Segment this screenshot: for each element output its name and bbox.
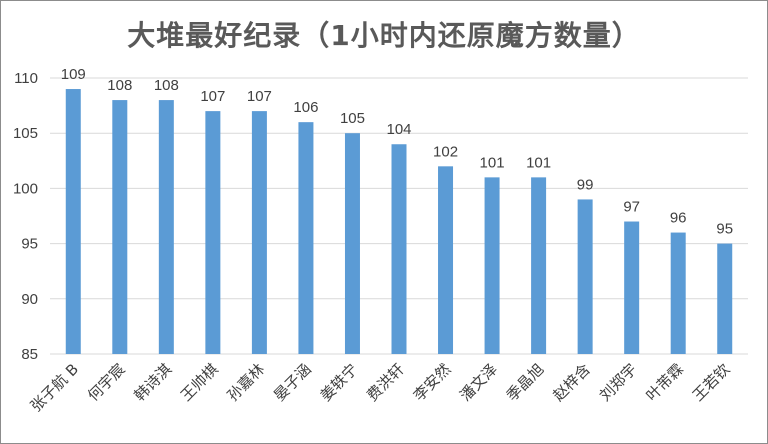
x-tick-label: 王帅棋 [177,360,222,405]
x-tick-label: 韩诗淇 [131,360,176,405]
y-tick-label: 85 [21,346,38,363]
bar [298,122,314,354]
data-label: 108 [154,77,179,94]
bar [112,100,128,354]
y-tick-label: 105 [13,125,38,142]
bar [65,89,81,354]
y-tick-label: 90 [21,291,38,308]
data-label: 96 [670,210,687,227]
bar [670,232,686,354]
y-tick-label: 95 [21,236,38,253]
data-label: 106 [293,99,318,116]
data-label: 105 [340,110,365,127]
x-tick-label: 李安然 [410,360,455,405]
bar [158,100,174,354]
y-tick-label: 110 [14,70,38,87]
x-tick-label: 潘文泽 [456,360,501,405]
data-label: 107 [200,88,225,105]
x-tick-label: 赵梓含 [549,360,594,405]
bar [624,221,640,354]
data-label: 102 [433,143,458,160]
data-label: 95 [716,221,733,238]
data-label: 101 [526,154,551,171]
data-label: 107 [247,88,272,105]
data-label: 109 [61,66,86,83]
bar [717,243,733,354]
x-tick-label: 王若钦 [689,360,734,405]
bar [438,166,454,354]
x-tick-label: 张子航 B [27,360,82,415]
bar [344,133,360,354]
y-tick-label: 100 [13,180,38,197]
data-label: 101 [480,154,505,171]
x-tick-label: 晏子涵 [270,360,315,405]
bar [391,144,407,354]
bar [251,111,267,355]
chart-title: 大堆最好纪录（1小时内还原魔方数量） [127,19,641,52]
data-label: 108 [107,77,132,94]
x-tick-label: 费洪轩 [363,360,408,405]
x-tick-label: 叶芾霖 [642,360,687,405]
bar [205,111,221,355]
bar [531,177,547,354]
x-tick-label: 季晶旭 [503,360,548,405]
x-tick-label: 孙嘉林 [224,360,269,405]
data-label: 97 [623,199,640,216]
bar [484,177,500,354]
bar [577,199,593,354]
data-label: 104 [386,121,411,138]
x-tick-label: 何宇宸 [84,360,129,405]
data-label: 99 [577,176,594,193]
x-tick-label: 姜轶宁 [317,360,362,405]
x-tick-label: 刘郑宇 [596,360,641,405]
